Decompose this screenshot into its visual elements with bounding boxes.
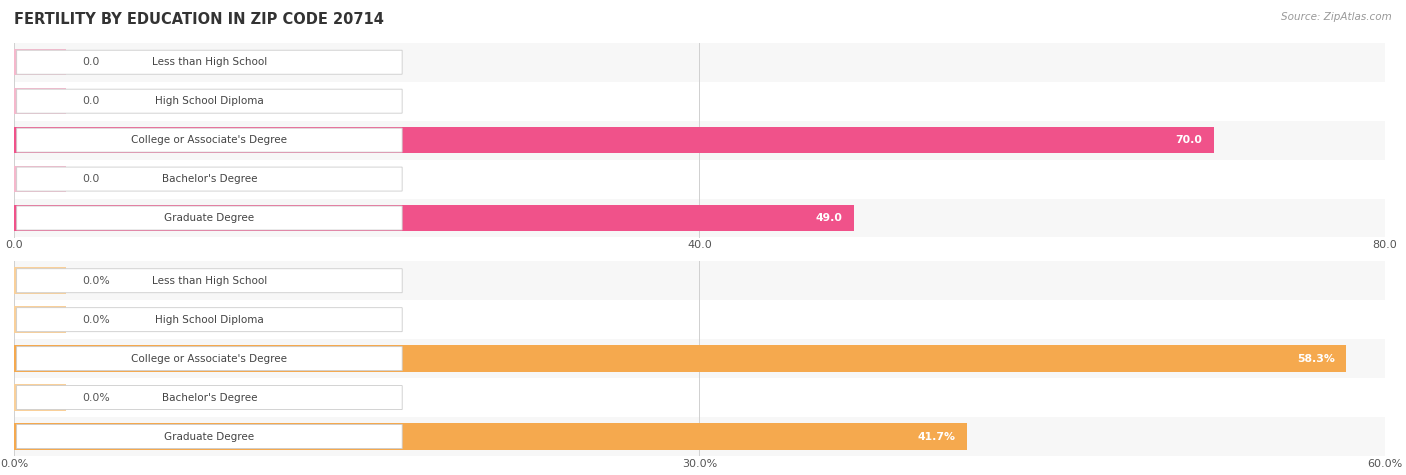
Text: Bachelor's Degree: Bachelor's Degree [162,174,257,184]
Text: 49.0: 49.0 [815,213,842,223]
Text: Less than High School: Less than High School [152,276,267,286]
FancyBboxPatch shape [17,308,402,332]
Bar [14,205,853,231]
Bar [14,127,1213,153]
Text: 41.7%: 41.7% [918,431,956,442]
Text: Graduate Degree: Graduate Degree [165,213,254,223]
Text: 0.0: 0.0 [83,174,100,184]
Text: High School Diploma: High School Diploma [155,314,264,325]
FancyBboxPatch shape [17,386,402,409]
Bar [14,261,1385,300]
Bar [14,121,1385,160]
Bar [14,267,66,294]
Text: 0.0%: 0.0% [83,314,110,325]
FancyBboxPatch shape [17,128,402,152]
Bar [14,345,1346,372]
Text: Graduate Degree: Graduate Degree [165,431,254,442]
Text: 0.0%: 0.0% [83,276,110,286]
Text: 70.0: 70.0 [1175,135,1202,145]
FancyBboxPatch shape [17,269,402,293]
Text: Less than High School: Less than High School [152,57,267,67]
Bar [14,417,1385,456]
Bar [14,160,1385,199]
Text: Source: ZipAtlas.com: Source: ZipAtlas.com [1281,12,1392,22]
Bar [14,384,66,411]
Text: College or Associate's Degree: College or Associate's Degree [131,135,287,145]
FancyBboxPatch shape [17,89,402,113]
FancyBboxPatch shape [17,50,402,74]
Text: Bachelor's Degree: Bachelor's Degree [162,392,257,403]
Text: 0.0: 0.0 [83,96,100,106]
Bar [14,339,1385,378]
Text: College or Associate's Degree: College or Associate's Degree [131,353,287,364]
Bar [14,300,1385,339]
Bar [14,88,66,114]
FancyBboxPatch shape [17,206,402,230]
Bar [14,49,66,76]
Bar [14,306,66,333]
Bar [14,199,1385,238]
Bar [14,43,1385,82]
FancyBboxPatch shape [17,425,402,448]
Text: 0.0%: 0.0% [83,392,110,403]
Text: 0.0: 0.0 [83,57,100,67]
FancyBboxPatch shape [17,167,402,191]
Text: 58.3%: 58.3% [1298,353,1336,364]
Bar [14,378,1385,417]
Text: High School Diploma: High School Diploma [155,96,264,106]
Bar [14,423,967,450]
Text: FERTILITY BY EDUCATION IN ZIP CODE 20714: FERTILITY BY EDUCATION IN ZIP CODE 20714 [14,12,384,27]
FancyBboxPatch shape [17,347,402,370]
Bar [14,82,1385,121]
Bar [14,166,66,192]
